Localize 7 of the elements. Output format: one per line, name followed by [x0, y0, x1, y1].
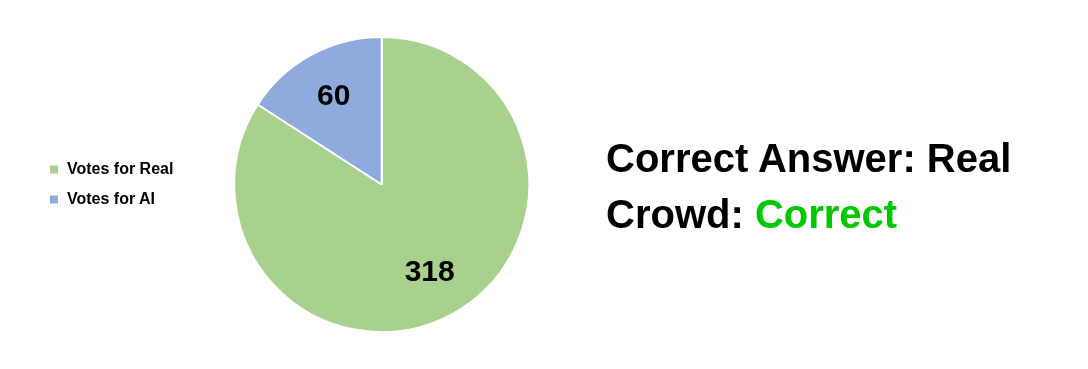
data-label: 318 [404, 253, 455, 287]
text: Correct Answer: Real [606, 135, 1012, 182]
data-label: 60 [317, 77, 351, 111]
legend-label: Votes for AI [67, 189, 156, 207]
legend-label: Votes for Real [67, 159, 174, 177]
text: Correct [754, 192, 898, 236]
text: Crowd: [606, 192, 744, 236]
